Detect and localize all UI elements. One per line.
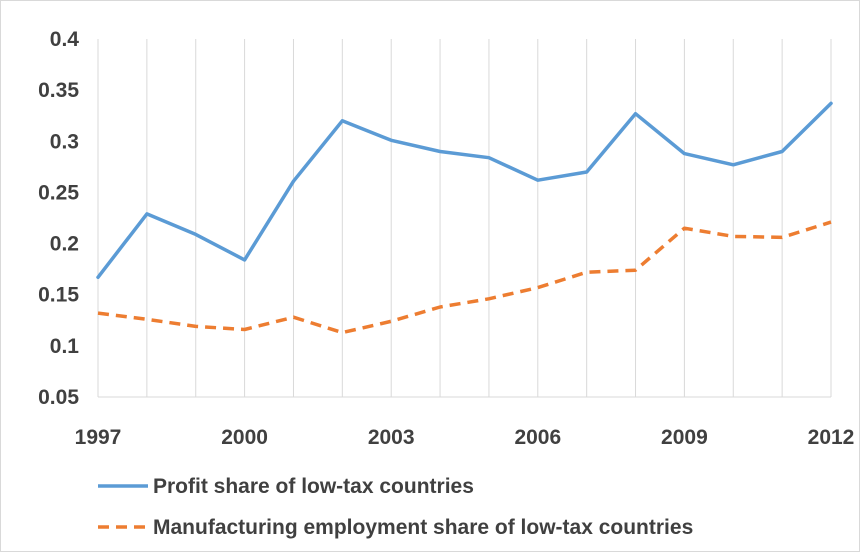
series-line-1 xyxy=(96,101,833,280)
y-tick-label: 0.15 xyxy=(38,284,79,307)
legend: Profit share of low-tax countries Manufac… xyxy=(98,475,693,539)
y-tick-label: 0.35 xyxy=(38,79,79,102)
x-tick-label: 2006 xyxy=(514,426,561,449)
series-lines xyxy=(96,101,833,335)
y-tick-label: 0.25 xyxy=(38,181,79,204)
legend-label-1: Profit share of low-tax countries xyxy=(153,475,474,498)
y-tick-label: 0.1 xyxy=(50,335,80,358)
x-tick-label: 2012 xyxy=(808,426,855,449)
series-line-2 xyxy=(97,220,832,335)
y-tick-label: 0.05 xyxy=(38,386,79,409)
y-tick-label: 0.4 xyxy=(50,28,80,51)
x-tick-label: 2009 xyxy=(661,426,708,449)
x-tick-label: 1997 xyxy=(75,426,122,449)
x-tick-label: 2000 xyxy=(221,426,268,449)
axes: 0.05 0.1 0.15 0.2 0.25 0.3 0.35 0.4 1997 2000 2003… xyxy=(38,28,854,449)
legend-label-2: Manufacturing employment share of low-ta… xyxy=(153,516,693,539)
y-tick-label: 0.3 xyxy=(50,130,79,153)
y-tick-label: 0.2 xyxy=(50,233,79,256)
x-tick-label: 2003 xyxy=(368,426,415,449)
gridlines xyxy=(97,39,832,397)
